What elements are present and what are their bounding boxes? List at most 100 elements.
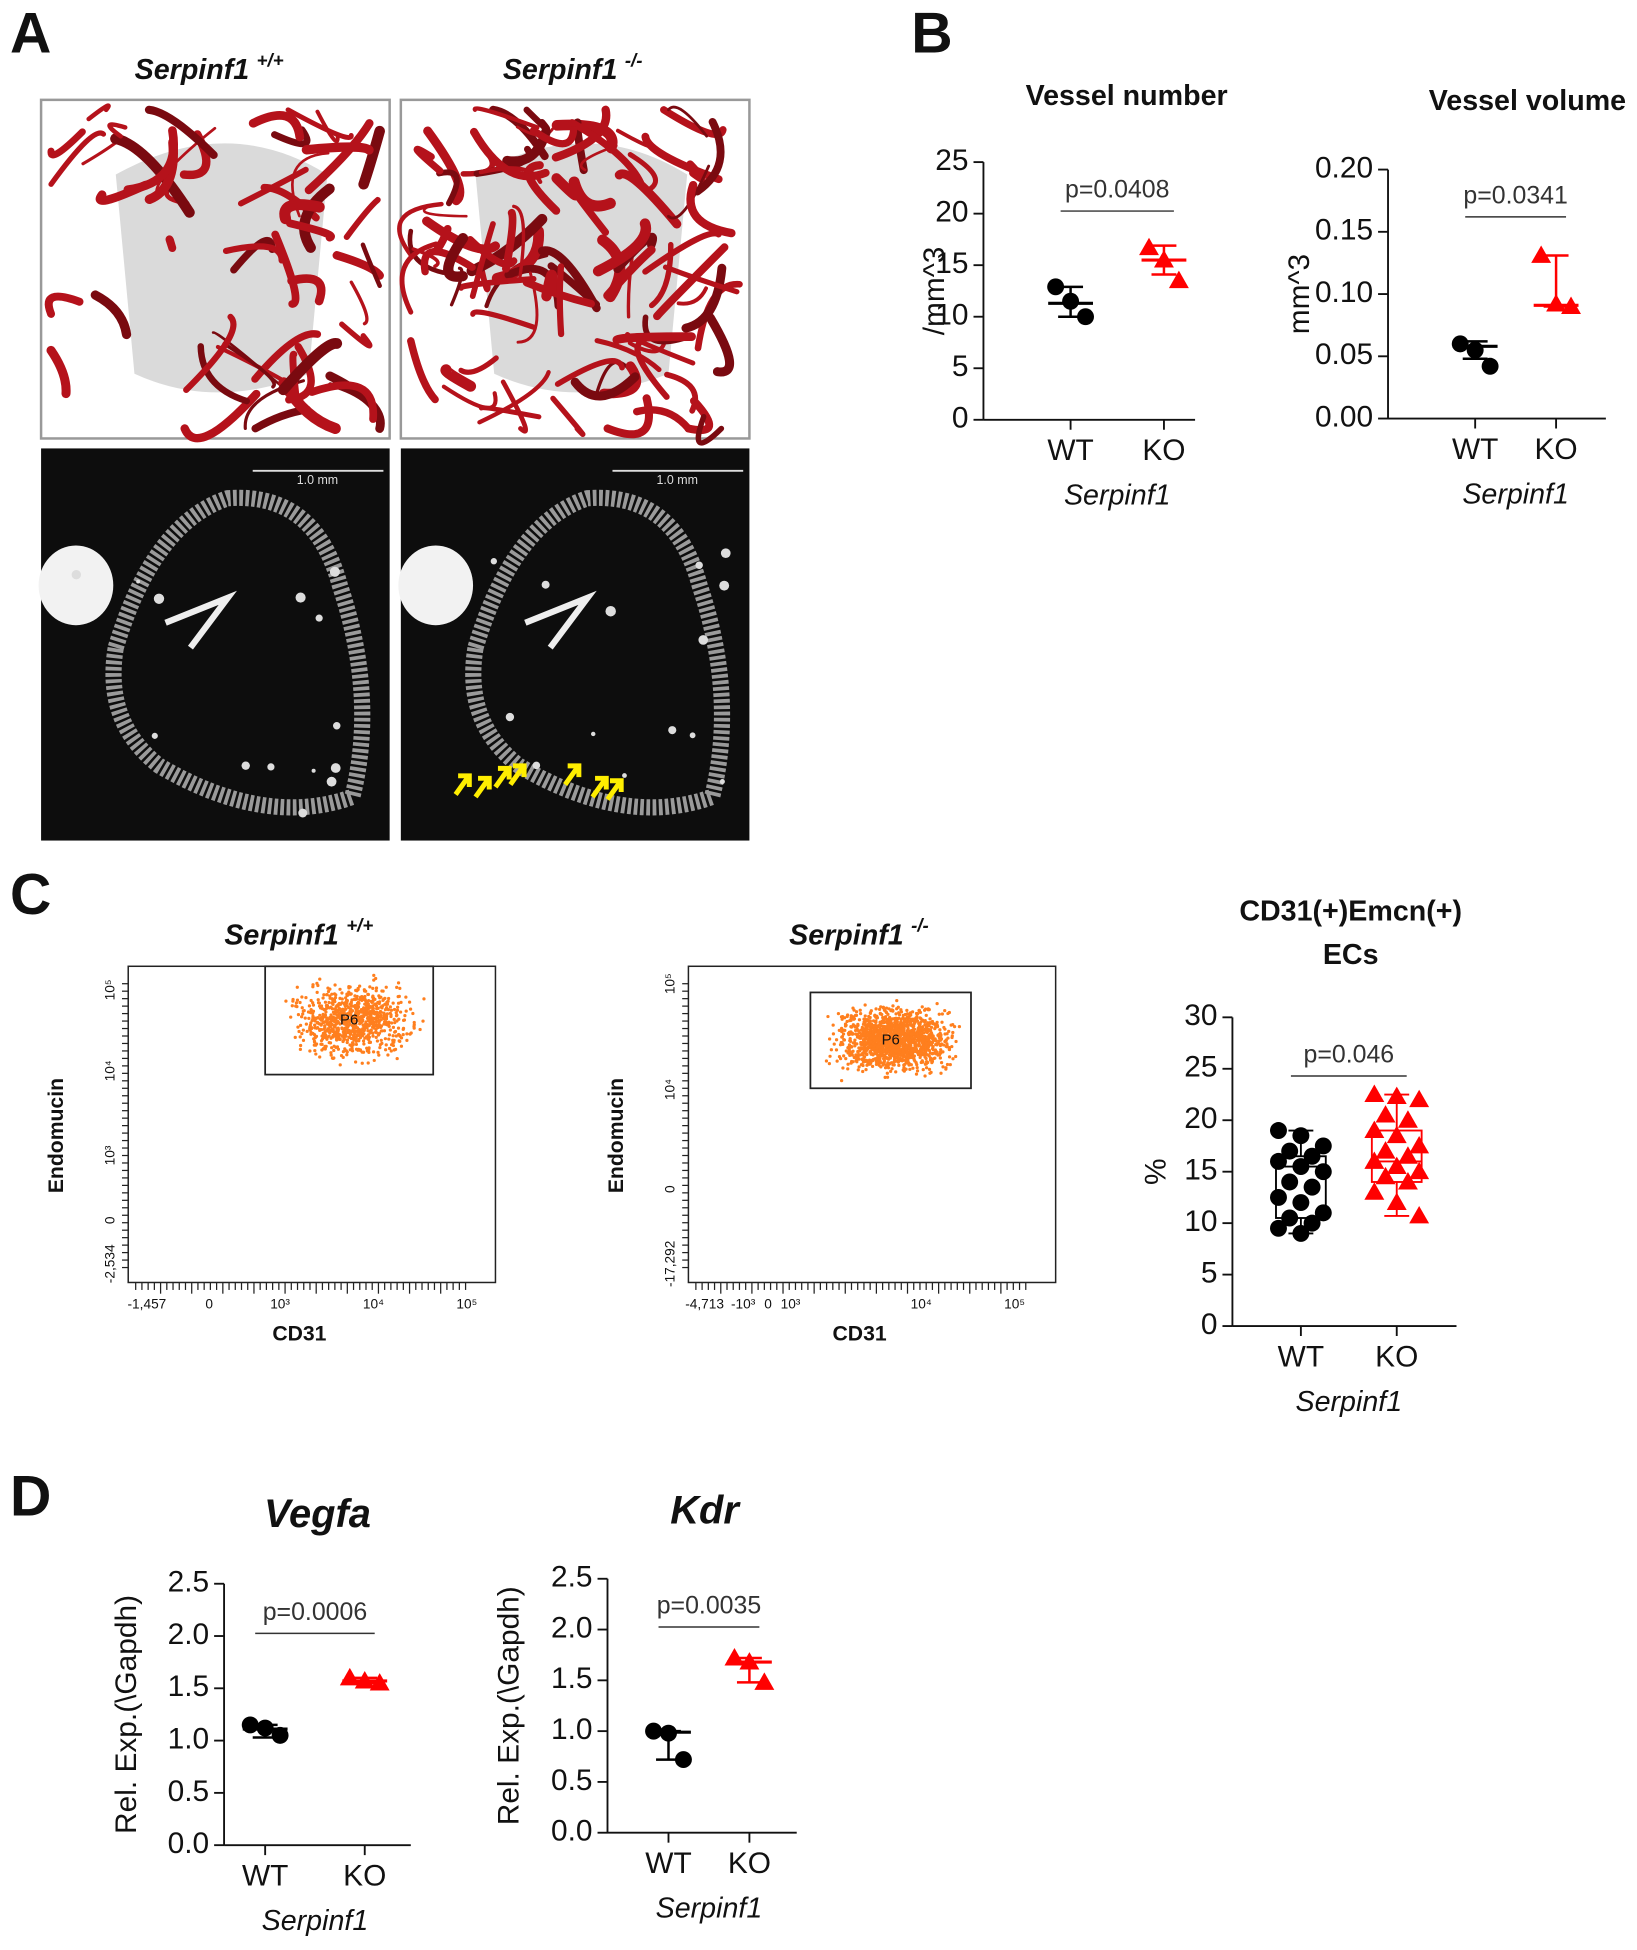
event-dot xyxy=(350,1023,354,1028)
arrow xyxy=(473,775,492,799)
event-dot xyxy=(899,1025,903,1029)
vessel xyxy=(90,290,132,340)
event-dot xyxy=(915,1032,919,1036)
data-point xyxy=(1270,1122,1287,1139)
event-dot xyxy=(309,1030,313,1035)
event-dot xyxy=(904,1019,908,1024)
event-dot xyxy=(367,1046,371,1050)
event-dot xyxy=(841,1032,846,1036)
event-dot xyxy=(921,1028,926,1032)
event-dot xyxy=(859,1012,863,1016)
event-dot xyxy=(369,1013,373,1017)
y-tick-label: 0.15 xyxy=(1315,214,1373,247)
y-tick-label: 0.0 xyxy=(551,1815,593,1848)
panel-letter: B xyxy=(911,2,952,66)
vessel xyxy=(550,395,586,437)
vessel xyxy=(413,145,444,175)
event-dot xyxy=(365,1008,369,1012)
event-dot xyxy=(938,1031,942,1035)
event-dot xyxy=(332,1030,337,1035)
event-dot xyxy=(873,1013,877,1017)
event-dot xyxy=(901,1049,905,1053)
data-point xyxy=(1281,1173,1299,1191)
event-dot xyxy=(354,1042,359,1047)
event-dot xyxy=(939,1071,943,1075)
event-dot xyxy=(358,984,362,988)
vessel xyxy=(502,208,517,273)
event-dot xyxy=(944,1044,948,1049)
event-dot xyxy=(336,1015,340,1019)
event-dot xyxy=(313,1023,317,1027)
event-dot xyxy=(401,1027,405,1032)
event-dot xyxy=(300,995,304,999)
data-point xyxy=(1281,1142,1299,1160)
event-dot xyxy=(377,1031,382,1035)
event-dot xyxy=(382,1011,386,1015)
ct-speck xyxy=(136,579,141,584)
event-dot xyxy=(356,1030,360,1034)
event-dot xyxy=(831,1032,836,1036)
event-dot xyxy=(901,1068,905,1072)
event-dot xyxy=(349,1013,353,1017)
y-tick-label: 15 xyxy=(1184,1154,1217,1187)
event-dot xyxy=(380,989,384,993)
event-dot xyxy=(885,1056,889,1060)
event-dot xyxy=(404,1009,408,1013)
event-dot xyxy=(934,1042,938,1047)
vessel xyxy=(568,119,645,187)
ct-image xyxy=(400,448,750,841)
event-dot xyxy=(940,1020,944,1024)
event-dot xyxy=(374,989,378,993)
y-tick-label: 10⁵ xyxy=(102,979,117,1000)
event-dot xyxy=(362,1042,366,1046)
event-dot xyxy=(320,1015,325,1019)
x-tick-label: WT xyxy=(1452,433,1498,466)
event-dot xyxy=(349,1004,353,1008)
gate xyxy=(264,965,435,1076)
data-point xyxy=(1364,1182,1385,1200)
ct-speck xyxy=(695,561,703,569)
event-dot xyxy=(924,1060,929,1064)
event-dot xyxy=(952,1025,957,1029)
event-dot xyxy=(873,1027,877,1031)
event-dot xyxy=(916,1052,921,1057)
event-dot xyxy=(373,1010,377,1015)
event-dot xyxy=(294,1001,299,1005)
event-dot xyxy=(927,1048,932,1053)
p-value: p=0.0006 xyxy=(263,1598,367,1626)
y-tick-label: 2.5 xyxy=(551,1561,593,1594)
event-dot xyxy=(394,1034,398,1038)
event-dot xyxy=(856,1022,860,1026)
event-dot xyxy=(384,985,388,989)
event-dot xyxy=(353,1060,358,1064)
event-dot xyxy=(877,1063,881,1067)
event-dot xyxy=(900,1058,904,1063)
event-dot xyxy=(408,1007,413,1011)
y-axis-label: mm^3 xyxy=(1283,254,1316,334)
event-dot xyxy=(345,1038,350,1042)
data-point xyxy=(1303,1178,1321,1196)
event-dot xyxy=(421,1019,425,1023)
event-dot xyxy=(847,1045,851,1049)
event-dot xyxy=(826,1014,830,1019)
event-dot xyxy=(868,1062,872,1066)
event-dot xyxy=(354,1020,358,1024)
event-dot xyxy=(322,1035,326,1039)
event-dot xyxy=(334,1037,339,1041)
event-dot xyxy=(882,1048,886,1052)
panel-letter: D xyxy=(10,1464,51,1528)
x-tick-label: -4,713 xyxy=(685,1296,724,1311)
event-dot xyxy=(398,1034,402,1038)
event-dot xyxy=(890,1049,894,1054)
event-dot xyxy=(907,1046,911,1050)
event-dot xyxy=(327,1041,331,1045)
vessel xyxy=(301,142,374,155)
vessel xyxy=(695,413,725,446)
event-dot xyxy=(854,1055,858,1059)
event-dot xyxy=(323,1044,327,1048)
vessel xyxy=(285,107,354,140)
event-dot xyxy=(886,1012,890,1016)
x-tick-label: WT xyxy=(242,1859,288,1892)
x-tick-label: 10⁵ xyxy=(456,1296,477,1311)
event-dot xyxy=(861,1063,865,1068)
